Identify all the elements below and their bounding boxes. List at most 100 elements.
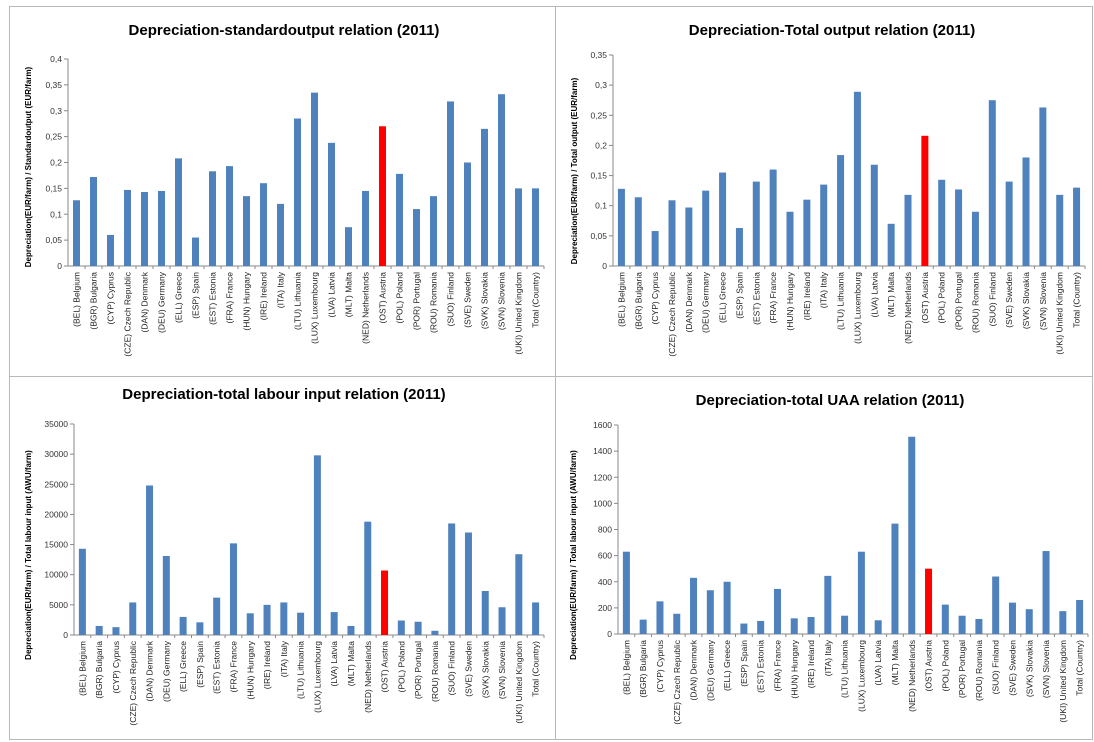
bar <box>90 176 97 266</box>
x-tick-label: (HUN) Hungary <box>245 640 255 699</box>
x-tick-label: Total (Country) <box>531 272 541 328</box>
bar <box>853 91 861 266</box>
y-tick-label: 1400 <box>593 446 612 456</box>
bar <box>414 621 422 635</box>
x-tick-label: (ITA) Italy <box>823 639 833 676</box>
bar <box>381 570 389 635</box>
y-tick-label: 400 <box>598 577 612 587</box>
y-tick-label: 25000 <box>44 479 68 489</box>
x-tick-label: (CYP) Cyprus <box>650 272 660 324</box>
bar <box>328 142 335 266</box>
y-tick-label: 0,15 <box>45 183 62 193</box>
bar <box>1073 187 1081 266</box>
y-tick-label: 5000 <box>49 600 68 610</box>
chart-panel-labour-input: Depreciation-total labour input relation… <box>9 376 557 740</box>
x-tick-label: (CYP) Cyprus <box>106 272 116 324</box>
bar <box>634 197 642 266</box>
bar <box>347 625 355 635</box>
x-tick-label: (EST) Estonia <box>756 640 766 693</box>
x-tick-label: (HUN) Hungary <box>785 271 795 330</box>
y-tick-label: 0,25 <box>590 110 607 120</box>
x-tick-label: (POR) Portugal <box>954 272 964 330</box>
bar <box>1022 157 1030 266</box>
bar <box>362 190 369 266</box>
x-tick-label: (DAN) Denmark <box>140 271 150 332</box>
y-tick-label: 0,25 <box>45 132 62 142</box>
bar <box>532 602 540 635</box>
bar <box>246 613 254 635</box>
x-tick-label: (DAN) Denmark <box>684 271 694 332</box>
y-tick-label: 800 <box>598 525 612 535</box>
bar <box>263 604 271 635</box>
x-tick-label: (EST) Estonia <box>208 272 218 325</box>
bar <box>481 128 488 266</box>
x-tick-label: (ESP) Spain <box>195 641 205 688</box>
x-tick-label: (SVE) Sweden <box>463 272 473 328</box>
x-tick-label: (FRA) France <box>768 272 778 324</box>
x-tick-label: (SVK) Slovakia <box>480 272 490 329</box>
bar <box>124 189 131 266</box>
x-tick-label: (OST) Austria <box>378 272 388 324</box>
bar <box>803 199 811 266</box>
y-axis-label: Depreciation(EUR/farm) / Standardoutput … <box>24 66 33 267</box>
x-tick-label: (EST) Estonia <box>212 641 222 694</box>
y-tick-label: 0,35 <box>45 80 62 90</box>
y-tick-label: 1200 <box>593 472 612 482</box>
bar <box>464 162 471 266</box>
bar <box>837 155 845 266</box>
y-tick-label: 0 <box>607 629 612 639</box>
bar <box>752 181 760 266</box>
x-tick-label: (ESP) Spain <box>191 272 201 319</box>
bar <box>532 188 539 266</box>
bar <box>941 604 949 634</box>
bar <box>175 158 182 266</box>
x-tick-label: (LTU) Lithuania <box>296 641 306 699</box>
chart-panel-uaa: Depreciation-total UAA relation (2011) D… <box>555 376 1093 740</box>
bar <box>112 627 120 635</box>
bar <box>668 200 676 266</box>
x-tick-label: (CYP) Cyprus <box>111 641 121 693</box>
x-tick-label: (BEL) Belgium <box>621 640 631 695</box>
chart-panel-standardoutput: Depreciation-standardoutput relation (20… <box>9 6 557 378</box>
bar <box>447 101 454 266</box>
x-tick-label: (OST) Austria <box>920 272 930 324</box>
bar <box>107 234 114 266</box>
x-tick-label: (ROU) Romania <box>974 640 984 701</box>
x-tick-label: (SVN) Slovenia <box>497 272 507 330</box>
x-tick-label: (CZE) Czech Republic <box>123 271 133 356</box>
bar <box>740 623 748 634</box>
x-tick-label: (SVK) Slovakia <box>1024 640 1034 697</box>
bar <box>719 172 727 266</box>
x-tick-label: (LUX) Luxembourg <box>852 272 862 344</box>
x-tick-label: (LVA) Latvia <box>329 641 339 687</box>
x-tick-label: Total (Country) <box>1075 640 1085 696</box>
y-tick-label: 0,35 <box>590 50 607 60</box>
x-tick-label: (DAN) Denmark <box>145 640 155 701</box>
bar <box>311 92 318 266</box>
chart-panel-total-output: Depreciation-Total output relation (2011… <box>555 6 1093 378</box>
x-tick-label: (SVN) Slovenia <box>1041 640 1051 698</box>
bar <box>673 613 681 634</box>
bar <box>874 620 882 634</box>
x-tick-label: (NED) Netherlands <box>363 641 373 713</box>
x-tick-label: (POR) Portugal <box>412 272 422 330</box>
x-tick-label: (ELL) Greece <box>722 640 732 691</box>
x-tick-label: (MLT) Malta <box>886 272 896 317</box>
bar <box>397 620 405 635</box>
x-tick-label: (ELL) Greece <box>178 641 188 692</box>
x-tick-label: Total (Country) <box>1072 272 1082 328</box>
bar <box>78 548 86 635</box>
bar <box>431 630 439 635</box>
x-tick-label: (LTU) Lithuania <box>836 272 846 330</box>
x-tick-label: (LUX) Luxembourg <box>310 272 320 344</box>
bar <box>196 622 204 635</box>
x-tick-label: (SUO) Finland <box>987 272 997 327</box>
bar <box>192 237 199 266</box>
bar <box>773 588 781 634</box>
bar <box>146 485 154 635</box>
x-tick-label: (CZE) Czech Republic <box>667 271 677 356</box>
bar <box>891 523 899 634</box>
x-tick-label: (MLT) Malta <box>346 641 356 686</box>
bar <box>396 173 403 266</box>
bar <box>656 601 664 634</box>
